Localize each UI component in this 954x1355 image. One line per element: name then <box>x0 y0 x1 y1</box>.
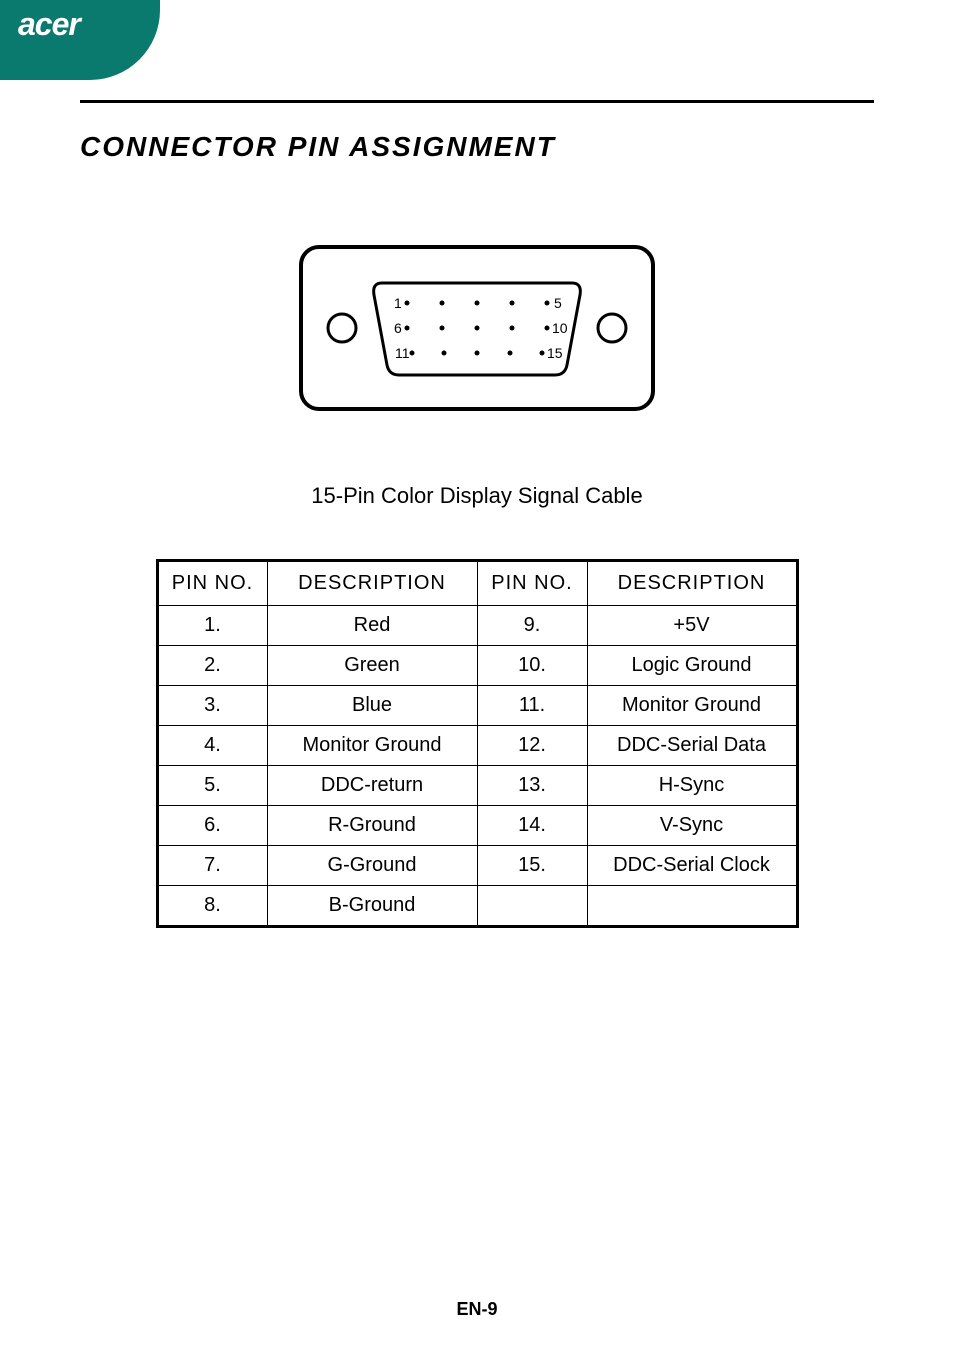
pin-label-11: 11 <box>395 345 410 361</box>
cell: 1. <box>157 606 267 646</box>
header-pin-no-1: PIN NO. <box>157 561 267 606</box>
cell: 11. <box>477 686 587 726</box>
cell: Red <box>267 606 477 646</box>
cell: 15. <box>477 846 587 886</box>
cell: 2. <box>157 646 267 686</box>
brand-logo: acer <box>18 6 80 43</box>
cell: Logic Ground <box>587 646 797 686</box>
cell: 12. <box>477 726 587 766</box>
table-row: 2. Green 10. Logic Ground <box>157 646 797 686</box>
pin-label-6: 6 <box>394 320 402 336</box>
connector-diagram: 1 5 6 10 11 15 <box>297 243 657 413</box>
cell: V-Sync <box>587 806 797 846</box>
cell: DDC-Serial Clock <box>587 846 797 886</box>
cell: Blue <box>267 686 477 726</box>
page-number: EN-9 <box>0 1299 954 1320</box>
cell: 7. <box>157 846 267 886</box>
cell: G-Ground <box>267 846 477 886</box>
cell: B-Ground <box>267 886 477 927</box>
table-row: 7. G-Ground 15. DDC-Serial Clock <box>157 846 797 886</box>
cell: DDC-Serial Data <box>587 726 797 766</box>
cell: 8. <box>157 886 267 927</box>
cell: Green <box>267 646 477 686</box>
top-divider <box>80 100 874 103</box>
cell: 10. <box>477 646 587 686</box>
table-row: 3. Blue 11. Monitor Ground <box>157 686 797 726</box>
cell: 4. <box>157 726 267 766</box>
cell: R-Ground <box>267 806 477 846</box>
table-row: 8. B-Ground <box>157 886 797 927</box>
cell <box>587 886 797 927</box>
cell: 5. <box>157 766 267 806</box>
table-row: 1. Red 9. +5V <box>157 606 797 646</box>
header-pin-no-2: PIN NO. <box>477 561 587 606</box>
pin-label-10: 10 <box>552 320 568 336</box>
pin-label-1: 1 <box>394 295 402 311</box>
header-description-2: DESCRIPTION <box>587 561 797 606</box>
cell <box>477 886 587 927</box>
cell: 3. <box>157 686 267 726</box>
connector-svg: 1 5 6 10 11 15 <box>297 243 657 413</box>
table-row: 5. DDC-return 13. H-Sync <box>157 766 797 806</box>
pin-assignment-table: PIN NO. DESCRIPTION PIN NO. DESCRIPTION … <box>156 559 799 928</box>
cell: 6. <box>157 806 267 846</box>
page-content: CONNECTOR PIN ASSIGNMENT <box>80 100 874 928</box>
cell: DDC-return <box>267 766 477 806</box>
table-body: 1. Red 9. +5V 2. Green 10. Logic Ground … <box>157 606 797 927</box>
header-description-1: DESCRIPTION <box>267 561 477 606</box>
cell: +5V <box>587 606 797 646</box>
cell: H-Sync <box>587 766 797 806</box>
pin-label-5: 5 <box>554 295 562 311</box>
table-row: 4. Monitor Ground 12. DDC-Serial Data <box>157 726 797 766</box>
cell: 13. <box>477 766 587 806</box>
pin-label-15: 15 <box>547 345 563 361</box>
cell: Monitor Ground <box>587 686 797 726</box>
brand-tab: acer <box>0 0 160 80</box>
cell: Monitor Ground <box>267 726 477 766</box>
table-row: 6. R-Ground 14. V-Sync <box>157 806 797 846</box>
page-title: CONNECTOR PIN ASSIGNMENT <box>80 131 874 163</box>
diagram-caption: 15-Pin Color Display Signal Cable <box>80 483 874 509</box>
table-header-row: PIN NO. DESCRIPTION PIN NO. DESCRIPTION <box>157 561 797 606</box>
cell: 14. <box>477 806 587 846</box>
cell: 9. <box>477 606 587 646</box>
